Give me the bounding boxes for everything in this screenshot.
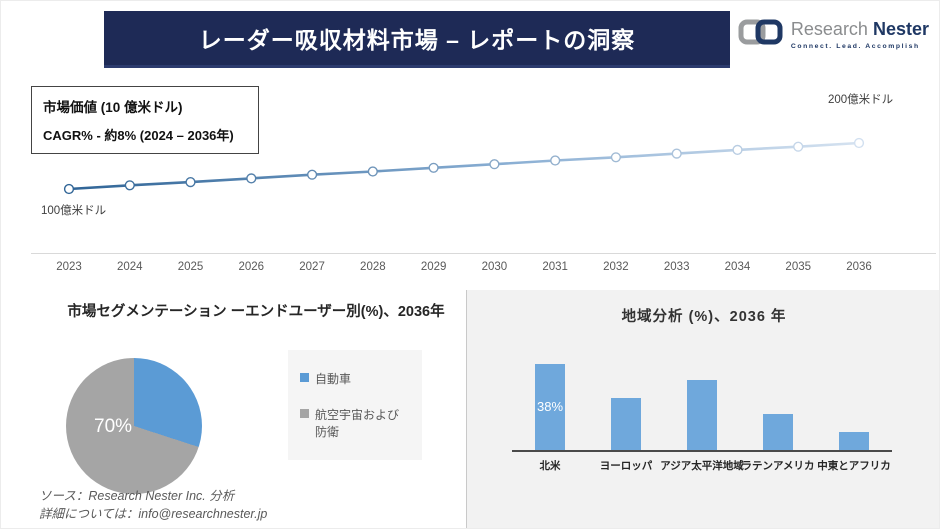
market-value-label: 市場価値 (10 億米ドル) [43,100,183,115]
region-category-label: 北米 [539,460,561,472]
pie-slice-data-label: 70% [94,416,133,437]
year-tick-label: 2036 [846,261,872,273]
trend-data-point [124,180,135,191]
trend-data-point [610,152,622,163]
brand-logo: Research Nester Connect. Lead. Accomplis… [737,15,929,54]
regional-analysis-title: 地域分析 (%)、2036 年 [621,309,787,325]
regional-bar-chart: 38% [512,350,892,450]
year-tick-label: 2024 [116,261,143,273]
year-tick-label: 2030 [481,261,508,273]
bar-data-label: 38% [536,399,564,414]
legend-item: 航空宇宙および防衛 [300,406,410,440]
segmentation-title: 市場セグメンテーション ーエンドユーザー別(%)、2036年 [67,304,445,320]
year-tick-label: 2035 [785,261,812,273]
region-bar [763,414,793,450]
regional-x-axis [512,450,892,452]
region-category-label: ラテンアメリカ [741,460,815,472]
trend-data-point [671,148,682,159]
trend-line-svg [63,137,865,195]
regional-analysis-panel: 地域分析 (%)、2036 年 38% 北米 ヨーロッパ アジア太平洋地域 ラテンアメ… [466,290,939,528]
legend-item: 自動車 [300,370,410,387]
segmentation-legend: 自動車航空宇宙および防衛 [288,350,422,460]
brand-text: Research Nester Connect. Lead. Accomplis… [791,20,929,50]
header-banner: レーダー吸収材料市場 – レポートの洞察 [104,11,730,68]
trend-line [68,141,860,191]
chain-links-icon [737,15,785,54]
contact-line: 詳細については：info@researchnester.jp [39,506,268,521]
region-category-label: ヨーロッパ [599,460,653,472]
trend-data-point [63,183,75,195]
trend-data-point [853,137,865,149]
source-line: ソース：Research Nester Inc. 分析 [39,489,235,503]
region-bar [839,432,869,450]
trend-data-point [793,141,804,152]
cagr-label: CAGR% - 約8% (2024 – 2036年) [43,128,234,143]
year-tick-label: 2034 [724,261,751,273]
region-category-label: アジア太平洋地域 [660,460,744,472]
trend-data-point [550,155,561,166]
trend-data-point [428,162,439,173]
trend-data-point [367,166,378,177]
market-value-box: 市場価値 (10 億米ドル) CAGR% - 約8% (2024 – 2036年… [31,86,259,154]
regional-category-labels: 北米 ヨーロッパ アジア太平洋地域 ラテンアメリカ 中東とアフリカ [512,458,892,474]
trend-start-value-label: 100億米ドル [41,205,107,217]
region-bar: 38% [535,364,565,450]
year-tick-label: 2027 [299,261,325,273]
year-tick-label: 2033 [663,261,690,273]
legend-label: 航空宇宙および防衛 [315,408,400,440]
brand-name-research: Research [790,18,868,39]
region-category-label: 中東とアフリカ [817,460,891,472]
year-tick-label: 2026 [238,261,265,273]
segmentation-pie-chart: 70% [66,358,202,494]
year-tick-label: 2023 [56,261,82,273]
year-tick-label: 2029 [420,261,447,273]
market-trend-chart: 100億米ドル 200億米ドル 2023 2024 2025 2026 2027 2028… [31,89,936,285]
trend-data-point [489,159,500,170]
trend-data-point [246,173,257,184]
page-title: レーダー吸収材料市場 – レポートの洞察 [198,27,636,53]
year-tick-label: 2028 [360,261,386,273]
trend-x-axis [31,253,936,254]
brand-name-nester: Nester [872,18,929,39]
region-bar [687,380,717,450]
legend-swatch-icon [300,409,309,419]
legend-swatch-icon [300,372,309,382]
trend-data-point [732,144,743,156]
trend-end-value-label: 200億米ドル [828,94,894,106]
footer-source-note: ソース：Research Nester Inc. 分析 詳細については：info… [39,488,267,523]
brand-tagline: Connect. Lead. Accomplish [790,42,920,50]
trend-data-point [307,169,318,180]
year-tick-label: 2032 [603,261,629,273]
trend-data-point [185,176,196,188]
year-tick-label: 2025 [177,261,204,273]
year-tick-label: 2031 [542,261,568,273]
legend-label: 自動車 [315,371,352,386]
region-bar [611,398,641,450]
